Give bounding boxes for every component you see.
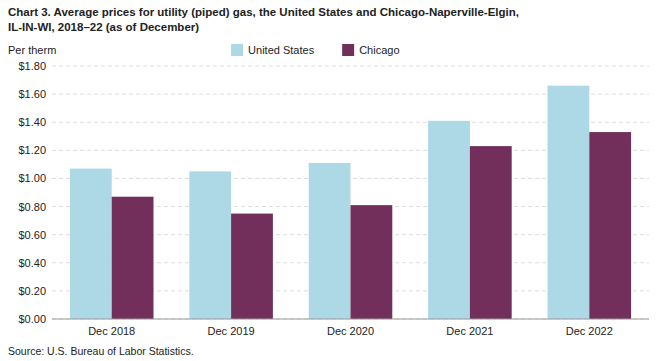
bar bbox=[231, 214, 273, 319]
legend-label: Chicago bbox=[359, 44, 399, 56]
y-tick-label: $0.60 bbox=[18, 229, 46, 241]
bar bbox=[548, 86, 590, 319]
bar bbox=[112, 197, 154, 319]
y-tick-label: $1.60 bbox=[18, 88, 46, 100]
legend-label: United States bbox=[248, 44, 315, 56]
y-tick-label: $1.40 bbox=[18, 116, 46, 128]
bar bbox=[470, 146, 512, 319]
bar bbox=[189, 171, 231, 319]
bar bbox=[70, 169, 112, 319]
x-axis: Dec 2018 Dec 2019 Dec 2020 Dec 2021 Dec 2022 bbox=[52, 319, 649, 337]
y-axis-label: Per therm bbox=[8, 44, 56, 56]
y-tick-label: $1.20 bbox=[18, 144, 46, 156]
x-tick-label: Dec 2018 bbox=[88, 325, 135, 337]
y-axis: $0.00 $0.20 $0.40 $0.60 $0.80 $1.00 $1.20 $1.40… bbox=[18, 60, 649, 325]
y-tick-label: $0.20 bbox=[18, 285, 46, 297]
bars bbox=[70, 86, 631, 319]
subtitle: IL-IN-WI, 2018–22 (as of December) bbox=[8, 21, 199, 33]
x-axis-line bbox=[52, 319, 649, 320]
chart: Chart 3. Average prices for utility (pip… bbox=[0, 0, 661, 361]
y-tick-label: $1.80 bbox=[18, 60, 46, 72]
y-tick-label: $0.40 bbox=[18, 257, 46, 269]
y-tick-label: $1.00 bbox=[18, 172, 46, 184]
bar bbox=[428, 121, 470, 319]
x-tick-label: Dec 2021 bbox=[446, 325, 493, 337]
x-tick-label: Dec 2020 bbox=[327, 325, 374, 337]
y-tick-label: $0.80 bbox=[18, 201, 46, 213]
grid-line bbox=[52, 66, 649, 67]
legend-swatch bbox=[231, 44, 243, 56]
legend: United States Chicago bbox=[231, 44, 399, 56]
bar bbox=[589, 132, 631, 319]
y-tick-label: $0.00 bbox=[18, 313, 46, 325]
x-tick-label: Dec 2022 bbox=[566, 325, 613, 337]
grid-line bbox=[52, 319, 649, 320]
title: Chart 3. Average prices for utility (pip… bbox=[8, 6, 519, 18]
x-tick-label: Dec 2019 bbox=[208, 325, 255, 337]
legend-swatch bbox=[342, 44, 354, 56]
bar bbox=[309, 163, 351, 319]
source-note: Source: U.S. Bureau of Labor Statistics. bbox=[8, 345, 194, 357]
bar bbox=[351, 205, 393, 319]
